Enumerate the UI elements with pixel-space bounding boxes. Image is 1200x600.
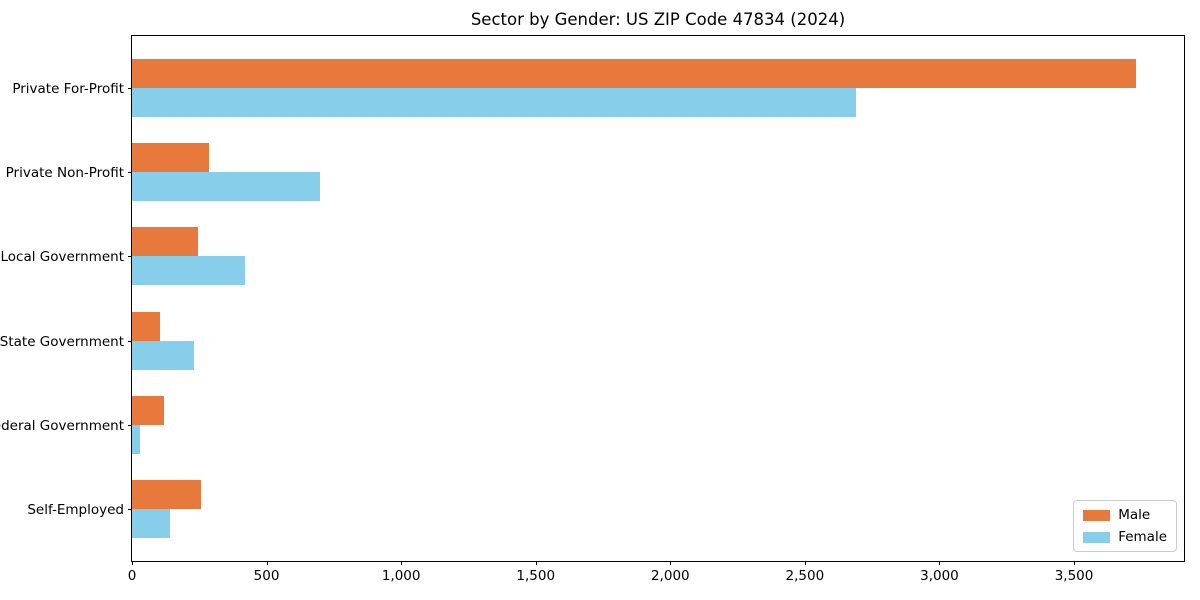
y-tick-label: Local Government (0, 249, 124, 266)
x-tick-mark (804, 561, 806, 565)
bar-male-3 (132, 227, 198, 257)
x-tick-mark (535, 561, 537, 565)
x-tick-label: 500 (253, 568, 280, 584)
bar-male-4 (132, 311, 161, 341)
legend-label: Male (1118, 507, 1151, 523)
bar-female-6 (132, 509, 170, 538)
x-tick-label: 3,500 (1054, 568, 1094, 584)
x-tick-mark (266, 561, 268, 565)
bar-male-1 (132, 59, 1136, 88)
x-tick-label: 0 (127, 568, 137, 584)
bar-female-2 (132, 172, 321, 202)
legend-item-male: Male (1083, 507, 1167, 523)
x-tick-mark (401, 561, 403, 565)
y-tick-mark (128, 88, 132, 89)
bar-female-1 (132, 88, 856, 117)
y-tick-label: Federal Government (0, 417, 124, 434)
y-tick-label: Private For-Profit (12, 81, 124, 97)
y-tick-label: State Government (0, 333, 124, 350)
legend: Male Female (1073, 500, 1177, 552)
plot-area: Private For-Profit Private Non-Profit Loca… (0, 35, 1185, 584)
bar-female-3 (132, 256, 245, 286)
bar-female-5 (132, 424, 141, 454)
y-tick-mark (128, 256, 132, 258)
bar-female-4 (132, 340, 194, 370)
x-tick-label: 2,000 (650, 568, 690, 584)
x-tick-label: 2,500 (785, 568, 825, 584)
y-tick-mark (128, 340, 132, 342)
chart-title: Sector by Gender: US ZIP Code 47834 (202… (470, 10, 846, 29)
x-tick-mark (1074, 561, 1076, 565)
x-tick-mark (670, 561, 672, 565)
bar-male-6 (132, 480, 201, 509)
x-tick-label: 1,500 (516, 568, 556, 584)
legend-swatch-female (1083, 531, 1111, 543)
x-tick-mark (132, 561, 133, 565)
y-tick-mark (128, 424, 132, 426)
y-tick-label: Private Non-Profit (5, 165, 124, 182)
x-tick-label: 1,000 (381, 568, 421, 584)
x-tick-mark (939, 561, 941, 565)
y-tick-label: Self-Employed (27, 502, 124, 518)
legend-item-female: Female (1083, 529, 1167, 545)
legend-label: Female (1118, 529, 1167, 545)
x-tick-label: 3,000 (920, 568, 959, 584)
y-tick-mark (128, 172, 132, 174)
bar-male-5 (132, 395, 165, 425)
y-tick-mark (128, 509, 132, 510)
legend-swatch-male (1083, 509, 1111, 521)
bar-male-2 (132, 143, 209, 173)
